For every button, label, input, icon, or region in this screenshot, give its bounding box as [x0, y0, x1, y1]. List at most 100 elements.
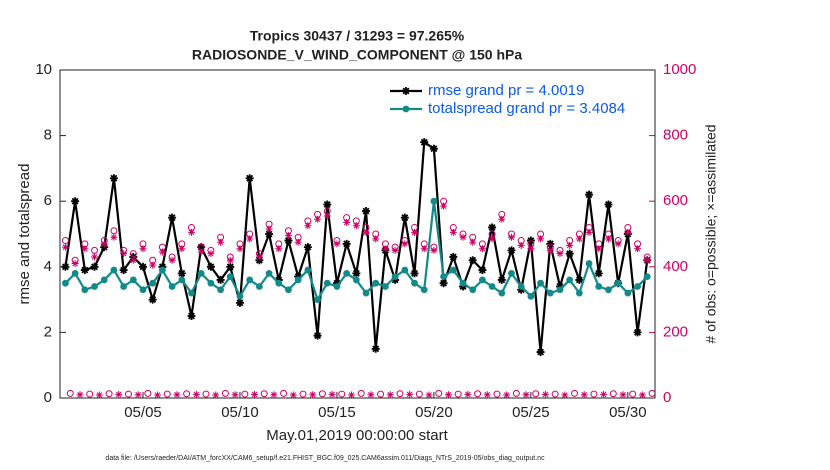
asterisk-marker — [367, 391, 375, 399]
y-tick-label: 2 — [44, 323, 52, 340]
y2-tick-label: 0 — [663, 389, 671, 406]
x-tick-label: 05/30 — [609, 404, 647, 421]
dot-marker — [634, 283, 641, 290]
asterisk-marker — [168, 213, 177, 222]
circle-marker — [202, 390, 210, 398]
asterisk-marker — [401, 240, 409, 248]
asterisk-marker — [624, 228, 632, 236]
asterisk-marker — [585, 228, 593, 236]
legend-label: totalspread grand pr = 3.4084 — [428, 100, 625, 117]
circle-marker — [163, 390, 171, 398]
circle-marker — [551, 390, 559, 398]
asterisk-marker — [333, 240, 341, 248]
plot-frame — [59, 69, 656, 399]
asterisk-marker — [149, 261, 157, 269]
asterisk-marker — [81, 245, 89, 253]
dot-marker — [110, 266, 118, 274]
dot-marker — [236, 292, 244, 300]
dot-marker — [333, 283, 341, 290]
asterisk-marker — [410, 269, 419, 278]
circle-marker — [493, 390, 501, 398]
x-tick-label: 05/15 — [318, 404, 356, 421]
asterisk-marker — [527, 245, 535, 253]
asterisk-marker — [595, 245, 603, 253]
circle-marker — [183, 390, 191, 398]
asterisk-marker — [80, 266, 89, 275]
asterisk-marker — [406, 390, 414, 398]
asterisk-marker — [619, 391, 627, 399]
asterisk-marker — [536, 348, 545, 357]
circle-marker — [571, 389, 579, 397]
dot-marker — [517, 283, 525, 290]
asterisk-marker — [347, 391, 355, 399]
asterisk-marker — [168, 256, 176, 264]
asterisk-marker — [439, 279, 448, 288]
asterisk-marker — [100, 240, 108, 248]
asterisk-marker — [284, 232, 292, 240]
asterisk-marker — [120, 250, 128, 258]
x-axis-label: May.01,2019 00:00:00 start — [266, 427, 448, 444]
dot-marker — [178, 276, 186, 284]
asterisk-marker — [561, 391, 569, 399]
asterisk-marker — [372, 235, 380, 243]
asterisk-marker — [178, 245, 186, 253]
dot-marker — [226, 273, 234, 281]
dot-marker — [585, 260, 593, 267]
dot-marker — [430, 197, 438, 205]
dot-marker — [527, 292, 535, 300]
asterisk-marker — [507, 246, 516, 255]
circle-marker — [396, 390, 404, 398]
asterisk-marker — [328, 390, 336, 398]
asterisk-marker — [488, 223, 497, 232]
asterisk-marker — [497, 275, 506, 284]
dot-marker — [294, 276, 302, 284]
asterisk-marker — [343, 219, 351, 227]
dot-marker — [129, 276, 137, 284]
asterisk-marker — [643, 256, 651, 264]
dot-marker — [285, 286, 292, 294]
dot-marker — [314, 296, 321, 303]
asterisk-marker — [109, 174, 118, 183]
dot-marker — [275, 279, 283, 287]
asterisk-marker — [381, 245, 389, 253]
dot-marker — [323, 279, 331, 287]
asterisk-marker — [498, 215, 506, 223]
asterisk-marker — [134, 391, 142, 399]
circle-marker — [318, 390, 326, 398]
dot-marker — [168, 283, 176, 290]
dot-marker — [556, 286, 564, 294]
dot-marker — [605, 286, 612, 294]
asterisk-marker — [342, 239, 351, 248]
asterisk-marker — [362, 207, 371, 216]
asterisk-marker — [488, 235, 496, 243]
dot-marker — [391, 273, 399, 281]
asterisk-marker — [231, 391, 239, 399]
dot-marker — [62, 279, 69, 287]
asterisk-marker — [139, 262, 148, 271]
dot-marker — [91, 283, 98, 290]
asterisk-marker — [575, 235, 583, 243]
asterisk-marker — [323, 200, 332, 209]
dot-marker — [197, 269, 205, 277]
dot-marker — [188, 289, 195, 297]
asterisk-marker — [400, 213, 409, 222]
circle-marker — [241, 390, 249, 398]
asterisk-marker — [638, 391, 646, 399]
dot-marker — [149, 279, 157, 287]
dot-marker — [478, 276, 486, 284]
asterisk-marker — [76, 391, 84, 399]
dot-marker — [343, 269, 351, 277]
asterisk-marker — [226, 256, 234, 264]
asterisk-marker — [352, 269, 361, 278]
asterisk-marker — [614, 240, 622, 248]
asterisk-marker — [235, 298, 244, 307]
asterisk-marker — [148, 295, 157, 304]
dot-marker — [537, 279, 544, 287]
dot-marker — [255, 283, 263, 290]
legend-marker — [402, 87, 410, 95]
asterisk-marker — [425, 391, 433, 399]
asterisk-marker — [245, 174, 254, 183]
circle-marker — [129, 250, 137, 258]
footnote: data file: /Users/raeder/DAI/ATM_forcXX/… — [105, 455, 545, 462]
asterisk-marker — [91, 253, 99, 261]
